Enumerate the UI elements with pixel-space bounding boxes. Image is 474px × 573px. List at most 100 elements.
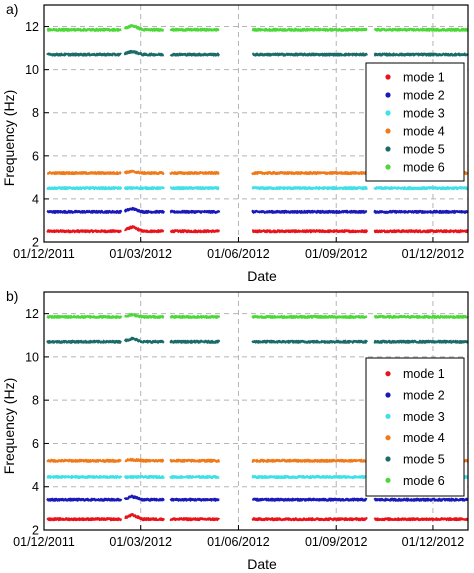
y-tick-label-b: 10 [25,350,39,364]
series-mode-2 [46,206,469,214]
y-tick-label-a: 6 [32,149,39,163]
series-mode-5 [46,336,469,344]
series-trace [251,474,368,480]
series-trace [373,27,469,32]
panel-label-b: b) [6,288,18,304]
y-axis-title-b: Frequency (Hz) [1,378,17,474]
x-tick-label-b: 01/03/2012 [109,535,172,549]
series-trace [373,209,469,214]
series-trace [373,52,469,57]
series-trace [169,458,221,463]
series-trace [251,52,368,57]
legend-label: mode 4 [403,125,445,139]
x-tick-label-a: 01/09/2012 [305,247,368,261]
legend-label: mode 2 [403,389,445,403]
legend-marker [385,164,391,170]
y-tick-label-b: 12 [25,307,39,321]
legend-marker [385,128,391,134]
series-trace [124,474,165,480]
series-mode-6 [46,312,469,319]
y-tick-label-a: 2 [32,236,39,250]
series-trace [251,229,368,234]
series-trace [123,494,165,502]
y-tick-label-b: 6 [32,437,39,451]
series-trace [46,314,123,319]
series-trace [123,186,165,191]
legend-marker [385,392,391,398]
series-trace [46,229,122,234]
series-trace [373,339,469,344]
series-mode-1 [46,225,469,234]
series-trace [251,458,368,463]
series-trace [123,206,165,214]
series-trace [124,312,165,319]
x-tick-label-b: 01/09/2012 [305,535,368,549]
legend-marker [385,477,391,483]
x-axis-title-a: Date [247,268,277,284]
legend-marker [385,92,391,98]
series-trace [123,49,165,57]
legend-label: mode 6 [403,161,445,175]
series-trace [169,517,221,522]
x-tick-label-a: 01/12/2011 [13,247,75,261]
series-trace [251,171,368,176]
series-trace [46,186,123,191]
legend-marker [385,371,391,377]
legend-a: mode 1 mode 2 mode 3 mode 4 mode 5 mode 6 [365,62,465,182]
legend-marker [385,456,391,462]
legend-marker [385,413,391,419]
x-axis-title-b: Date [247,556,277,572]
legend-label: mode 5 [403,143,445,157]
series-trace [46,474,123,480]
legend-label: mode 3 [403,410,445,424]
y-axis-title-a: Frequency (Hz) [1,90,17,186]
series-trace [169,209,221,214]
series-mode-6 [46,24,469,32]
legend-marker [385,74,391,80]
chart-panel-b: b) Date Frequency (Hz) 01/12/2011 01/03/2… [1,288,469,572]
series-trace [251,339,368,344]
y-tick-label-b: 4 [32,480,39,494]
series-trace [251,209,368,214]
series-trace [123,24,165,32]
series-trace [46,458,122,463]
series-trace [46,517,123,522]
legend-label: mode 2 [403,89,445,103]
y-tick-label-b: 8 [32,394,39,408]
x-tick-label-a: 01/12/2012 [402,247,465,261]
plot-frame [43,291,469,531]
series-trace [46,339,122,344]
series-mode-5 [46,49,469,57]
series-trace [169,52,220,57]
x-tick-label-b: 01/06/2012 [207,535,270,549]
series-trace [251,497,368,502]
legend-label: mode 5 [403,453,445,467]
legend-b: mode 1 mode 2 mode 3 mode 4 mode 5 mode 6 [365,357,465,497]
x-tick-label-a: 01/03/2012 [109,247,172,261]
legend-marker [385,110,391,116]
series-trace [373,229,469,234]
legend-marker [385,435,391,441]
x-tick-label-b: 01/12/2012 [402,535,465,549]
legend-label: mode 1 [403,71,445,85]
series-trace [373,497,469,502]
panel-label-a: a) [6,1,18,17]
chart-panel-a: a) Date Frequency (Hz) 01/12/2011 01/03/2… [1,1,469,284]
series-trace [251,517,368,522]
series-trace [123,336,165,344]
legend-label: mode 6 [403,474,445,488]
legend-marker [385,146,391,152]
series-trace [46,52,122,57]
series-trace [169,171,220,176]
series-trace [169,314,221,319]
x-tick-label-b: 01/12/2011 [13,535,75,549]
series-trace [124,225,165,234]
y-tick-label-a: 10 [25,63,39,77]
series-trace [46,27,122,32]
series-trace [251,186,368,191]
legend-label: mode 1 [403,367,445,381]
series-trace [124,513,165,522]
legend-box [365,62,465,182]
series-trace [46,171,122,176]
